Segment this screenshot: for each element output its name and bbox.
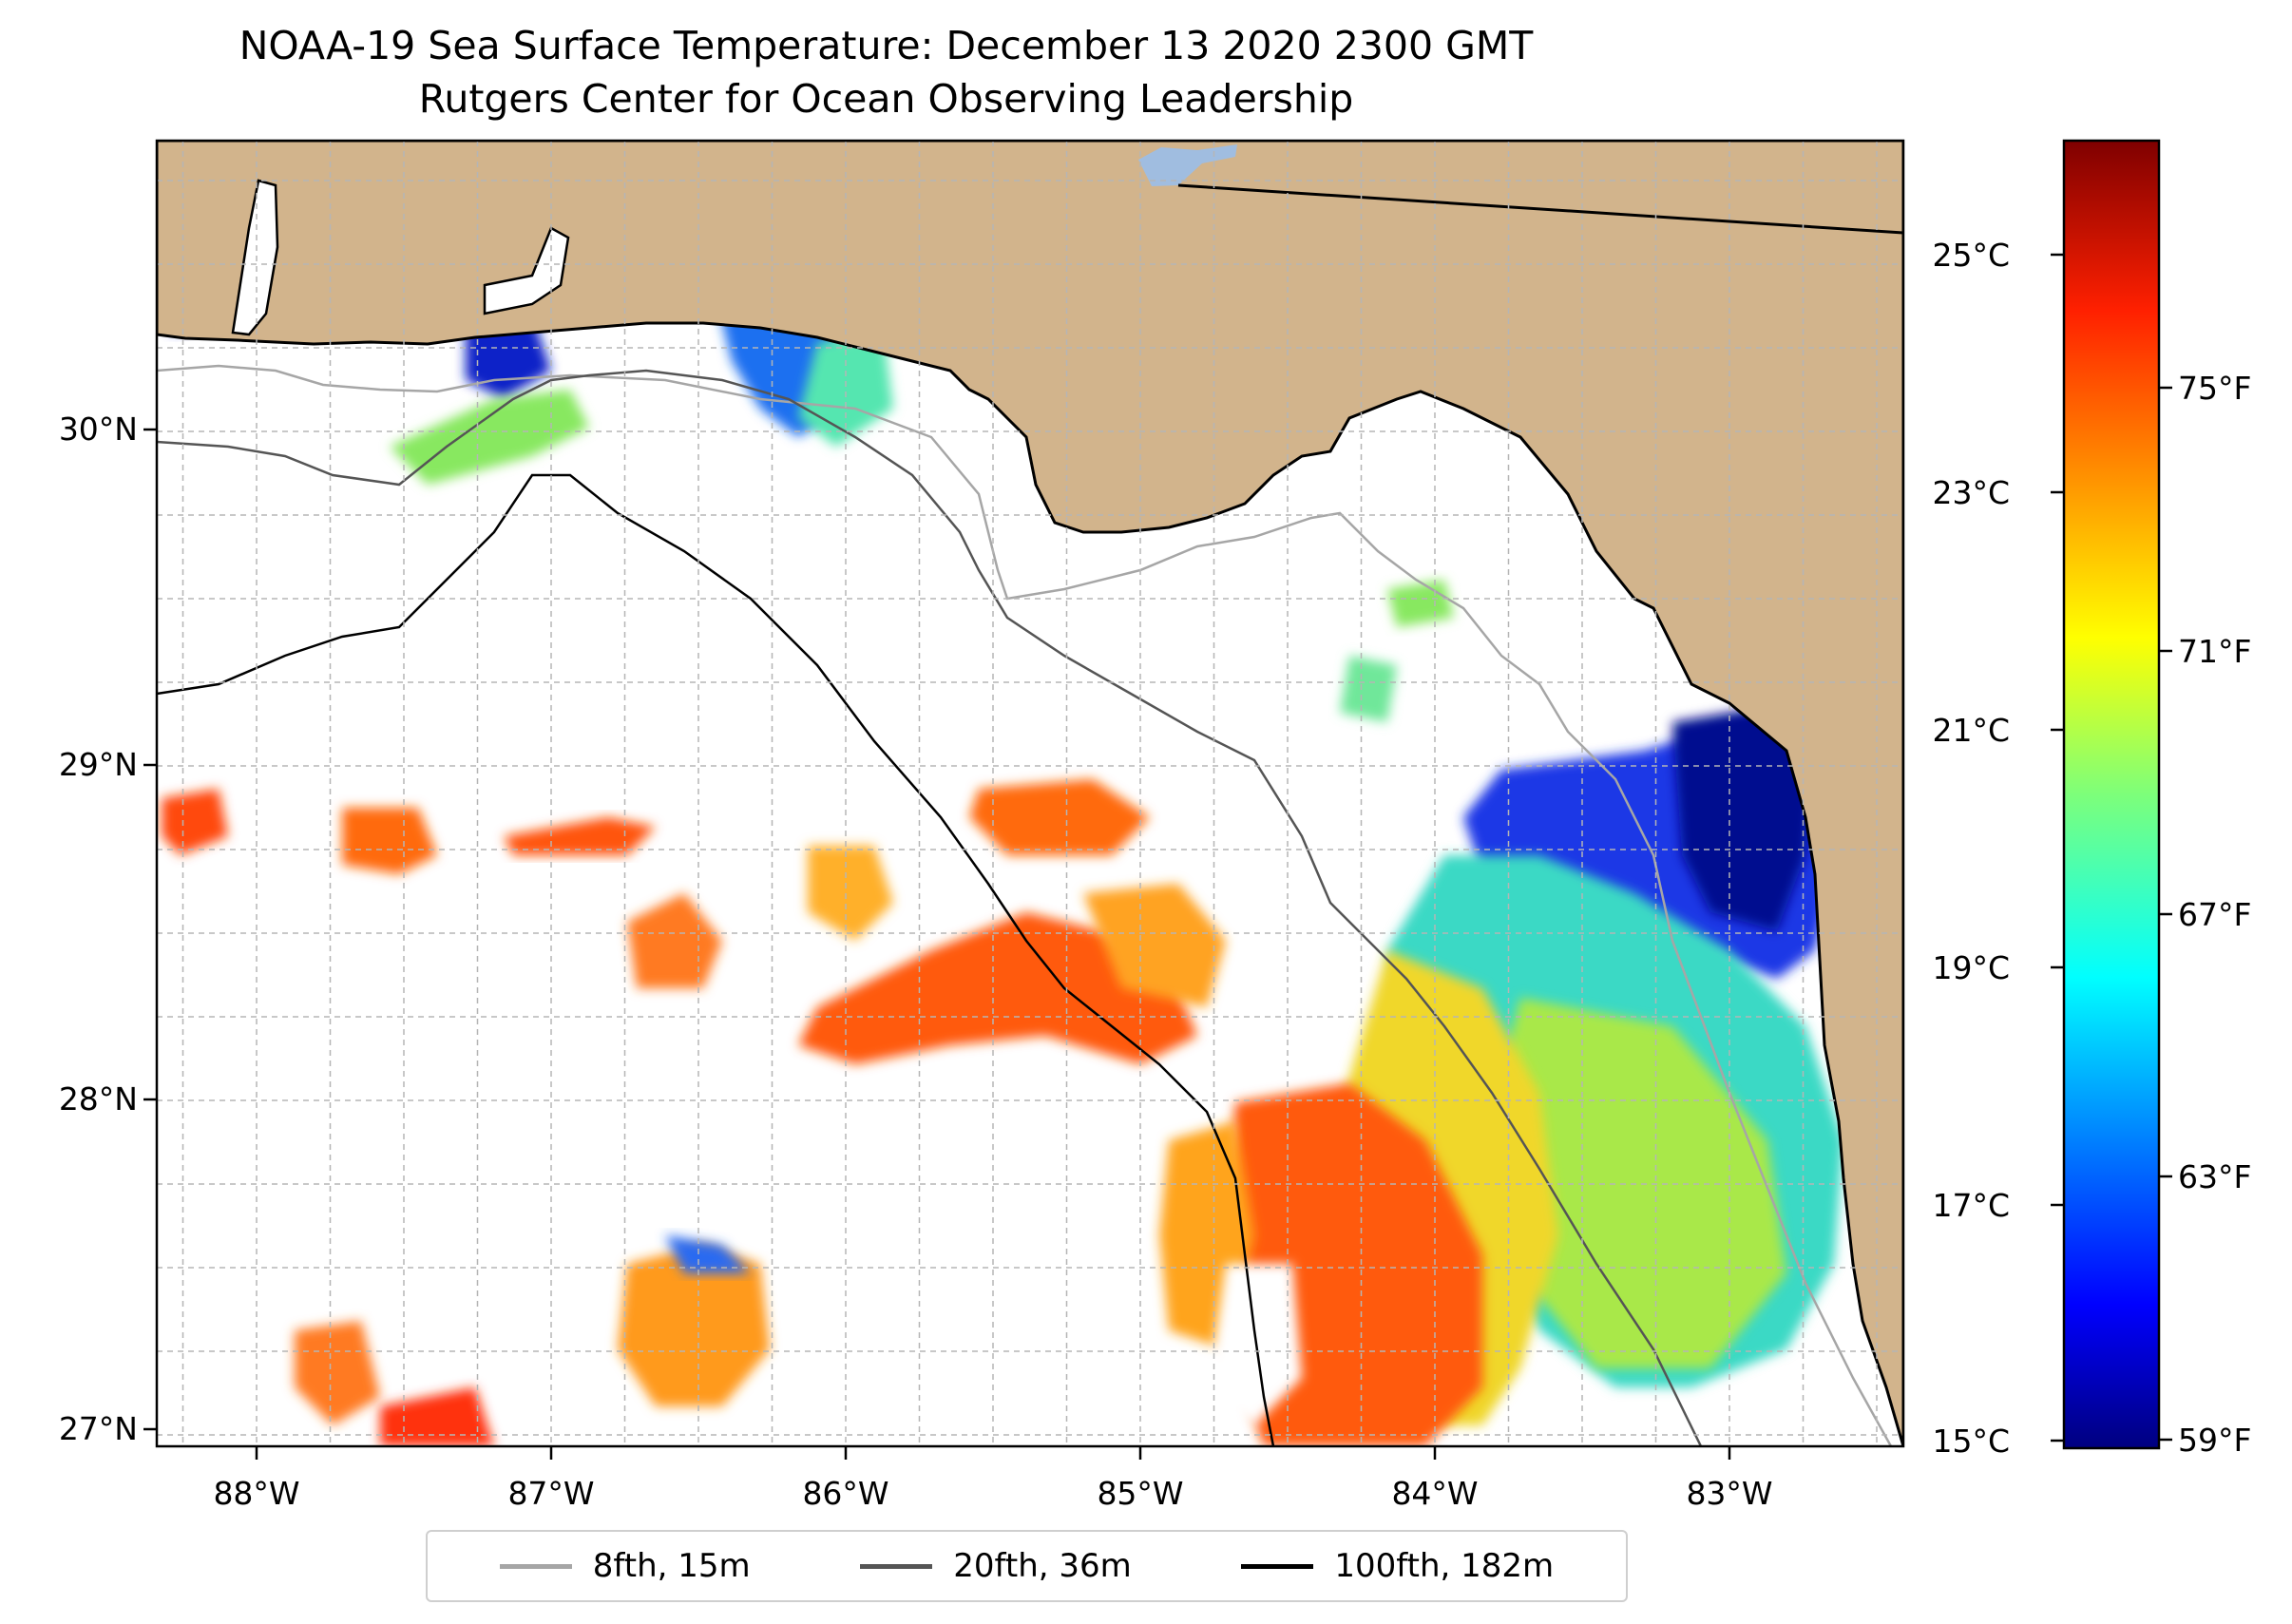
sst-patch (380, 1387, 494, 1446)
chart-subtitle: Rutgers Center for Ocean Observing Leade… (418, 76, 1354, 122)
legend-swatch-100fth (1241, 1563, 1314, 1569)
lat-tick-label: 27°N (59, 1410, 138, 1447)
contour-100fth (157, 473, 1275, 1446)
map-frame (155, 139, 1905, 1448)
legend-item-8fth: 8fth, 15m (499, 1547, 751, 1585)
lat-tick-label: 28°N (59, 1080, 138, 1118)
sst-patch (969, 779, 1150, 855)
sst-patch (665, 1235, 751, 1273)
legend-item-20fth: 20fth, 36m (860, 1547, 1132, 1585)
state-boundary (1177, 183, 1903, 235)
celsius-tick-label: 21°C (1932, 712, 2010, 749)
contour-20fth (157, 369, 1703, 1446)
latitude-axis: 30°N 29°N 28°N 27°N (59, 411, 138, 1447)
sst-patch (798, 912, 1197, 1064)
colorbar-ticks (2051, 253, 2172, 1442)
fahrenheit-tick-label: 71°F (2178, 633, 2251, 670)
celsius-tick-label: 23°C (1932, 474, 2010, 511)
celsius-tick-label: 19°C (1932, 949, 2010, 986)
contour-legend: 8fth, 15m 20fth, 36m 100fth, 182m (426, 1530, 1628, 1602)
sst-patch (295, 1321, 380, 1425)
sst-patch (342, 808, 437, 874)
celsius-tick-label: 25°C (1932, 237, 2010, 274)
sst-patch (1083, 884, 1226, 1007)
legend-item-100fth: 100fth, 182m (1241, 1547, 1554, 1585)
contour-8fth (157, 364, 1893, 1446)
sst-patch (618, 1245, 770, 1406)
longitude-axis: 88°W 87°W 86°W 85°W 84°W 83°W (213, 1475, 1772, 1512)
lon-tick-label: 84°W (1391, 1475, 1478, 1512)
lon-tick-label: 83°W (1686, 1475, 1772, 1512)
lon-tick-label: 87°W (507, 1475, 594, 1512)
mobile-bay (231, 179, 279, 336)
legend-swatch-20fth (860, 1563, 933, 1569)
celsius-tick-label: 15°C (1932, 1423, 2010, 1460)
legend-swatch-8fth (499, 1563, 572, 1569)
graticule (143, 141, 1903, 1460)
sst-patch (808, 846, 893, 941)
legend-label: 20fth, 36m (953, 1547, 1132, 1585)
sst-patch (1340, 656, 1397, 722)
sst-patch (390, 390, 589, 485)
lon-tick-label: 85°W (1097, 1475, 1183, 1512)
fahrenheit-tick-label: 75°F (2178, 370, 2251, 407)
fahrenheit-tick-label: 67°F (2178, 896, 2251, 933)
sst-patch (162, 789, 228, 855)
sst-patch (1207, 1264, 1302, 1425)
colorbar-gradient (2062, 139, 2161, 1450)
legend-label: 100fth, 182m (1334, 1547, 1555, 1585)
fahrenheit-tick-label: 63°F (2178, 1158, 2251, 1195)
pensacola-bay (483, 226, 570, 315)
colorbar: 25°C 23°C 21°C 19°C 17°C 15°C 75°F 71°F … (1932, 139, 2251, 1460)
lake (1138, 144, 1237, 186)
sst-patch (1672, 703, 1815, 931)
chart-title: NOAA-19 Sea Surface Temperature: Decembe… (239, 23, 1534, 68)
land-area (157, 141, 1903, 1446)
sst-patch (1482, 998, 1786, 1368)
fahrenheit-tick-label: 59°F (2178, 1422, 2251, 1459)
lon-tick-label: 88°W (213, 1475, 299, 1512)
lon-tick-label: 86°W (802, 1475, 888, 1512)
lat-tick-label: 30°N (59, 411, 138, 448)
sst-patch (504, 817, 656, 855)
legend-label: 8fth, 15m (592, 1547, 751, 1585)
lat-tick-label: 29°N (59, 746, 138, 783)
celsius-tick-label: 17°C (1932, 1187, 2010, 1224)
